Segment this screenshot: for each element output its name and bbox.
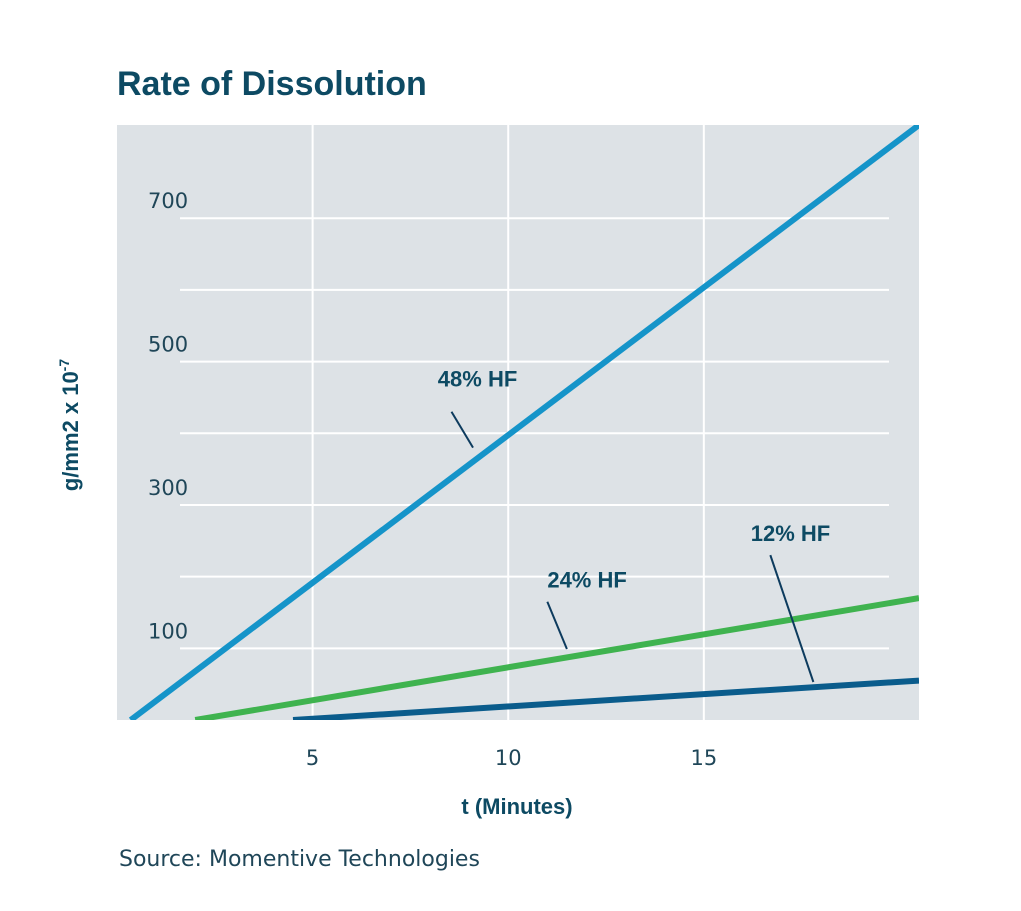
x-axis-ticks: 5 10 15 [306, 746, 717, 770]
series-annotations: 48% HF 24% HF 12% HF [438, 367, 830, 683]
series-line-12-hf [292, 677, 919, 720]
series-label-12-hf: 12% HF [751, 521, 830, 546]
y-tick-label: 100 [148, 619, 188, 643]
x-tick-label: 5 [306, 746, 319, 770]
y-tick-label: 300 [148, 476, 188, 500]
series-lines [128, 125, 919, 720]
y-axis-label-exponent: -7 [56, 359, 72, 372]
x-tick-label: 15 [690, 746, 717, 770]
series-label-48-hf: 48% HF [438, 367, 517, 392]
y-axis-ticks: 100 300 500 700 [148, 189, 188, 643]
y-axis-label-text: g/mm2 x 10 [58, 371, 83, 491]
x-tick-label: 10 [495, 746, 522, 770]
leader-line-48-hf [450, 411, 474, 449]
series-line-24-hf [194, 595, 919, 720]
source-note: Source: Momentive Technologies [119, 847, 480, 872]
chart-title: Rate of Dissolution [117, 65, 427, 103]
series-line-48-hf [128, 125, 919, 720]
y-axis-label: g/mm2 x 10-7 [56, 359, 83, 492]
x-axis-label: t (Minutes) [461, 794, 572, 819]
leader-line-24-hf [546, 601, 568, 650]
leader-line-12-hf [769, 554, 815, 683]
grid [180, 125, 889, 720]
y-tick-label: 700 [148, 189, 188, 213]
y-tick-label: 500 [148, 333, 188, 357]
series-label-24-hf: 24% HF [547, 567, 626, 592]
